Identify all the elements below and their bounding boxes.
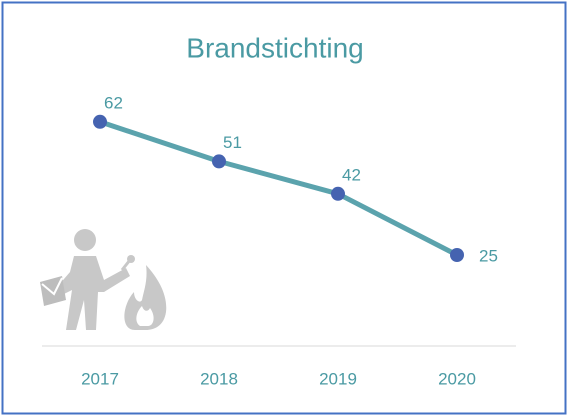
x-tick-label: 2020 [438, 369, 476, 388]
data-label: 62 [104, 93, 123, 112]
chart-title: Brandstichting [186, 32, 363, 63]
data-point [93, 114, 107, 129]
arson-icon [40, 229, 167, 330]
data-point [212, 154, 226, 169]
x-tick-label: 2018 [200, 369, 238, 388]
data-label: 51 [223, 133, 242, 152]
data-point [450, 248, 464, 262]
data-point [331, 186, 345, 201]
data-line [99, 119, 459, 258]
data-label: 25 [479, 246, 498, 265]
x-tick-label: 2017 [81, 369, 119, 388]
x-tick-label: 2019 [319, 369, 357, 388]
data-label: 42 [342, 165, 361, 184]
